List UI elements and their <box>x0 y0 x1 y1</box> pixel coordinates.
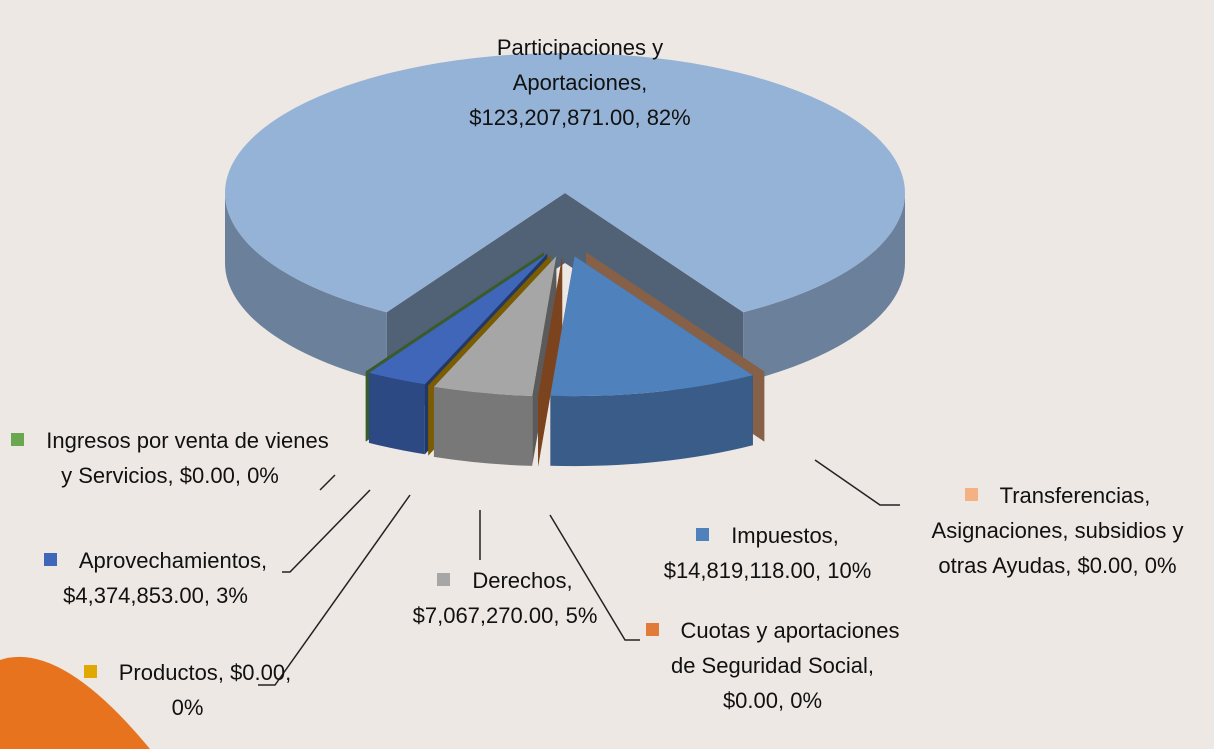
slice <box>550 256 753 397</box>
value-label: $0.00 <box>180 463 241 488</box>
legend-key <box>964 488 978 501</box>
value-label: $0.00 <box>1077 553 1138 578</box>
data-label: Aprovechamientos $4,374,853.00 3% <box>8 543 303 613</box>
value-label: $0.00 <box>230 660 291 685</box>
legend-key <box>696 528 710 541</box>
value-label: 82% <box>646 105 691 130</box>
pie <box>225 53 906 467</box>
value-label: $123,207,871.00 <box>469 105 640 130</box>
data-label: Cuotas y aportaciones de Seguridad Socia… <box>640 613 905 718</box>
value-label: 0% <box>171 695 204 720</box>
slice-wall <box>225 193 387 383</box>
data-label: Ingresos por venta de vienes y Servicios… <box>5 423 335 493</box>
value-label: $14,819,118.00 <box>664 558 821 583</box>
slice <box>368 253 548 385</box>
legend-key <box>645 623 659 636</box>
value-label: 10% <box>827 558 872 583</box>
legend-label: Aprovechamientos <box>79 548 267 573</box>
value-label: 0% <box>790 688 823 713</box>
slice-side <box>538 256 563 467</box>
value-label: 0% <box>247 463 279 488</box>
value-label: 5% <box>565 603 598 628</box>
slice <box>433 256 557 396</box>
value-label: $4,374,853.00 <box>63 583 210 608</box>
legend-key <box>43 553 57 566</box>
slice <box>585 252 765 372</box>
slice-wall <box>743 193 906 383</box>
legend-label: Derechos <box>472 568 572 593</box>
leader-lines <box>258 459 900 686</box>
legend-label: Cuotas y aportaciones de Seguridad Socia… <box>671 618 899 678</box>
legend-label: Productos <box>119 660 224 685</box>
legend-label: Impuestos <box>731 523 839 548</box>
decoration <box>0 656 150 749</box>
value-label: 0% <box>1144 553 1177 578</box>
legend-label: Participaciones y Aportaciones <box>497 35 663 95</box>
value-label: $7,067,270.00 <box>413 603 560 628</box>
slice-wall <box>433 386 533 466</box>
legend-key <box>437 573 451 586</box>
slice-wall <box>368 372 425 455</box>
data-label: Impuestos $14,819,118.00 10% <box>625 518 910 588</box>
data-label: Productos $0.00 0% <box>80 655 295 725</box>
data-label: Participaciones y Aportaciones $123,207,… <box>430 30 730 135</box>
slice-wall <box>550 375 753 467</box>
data-label: Derechos $7,067,270.00 5% <box>375 563 635 633</box>
slice <box>538 256 563 397</box>
slice <box>225 53 906 313</box>
slice <box>365 252 545 372</box>
value-label: $0.00 <box>723 688 784 713</box>
legend-key <box>11 433 25 446</box>
value-label: 3% <box>216 583 248 608</box>
data-label: Transferencias, Asignaciones, subsidios … <box>905 478 1210 583</box>
legend-key <box>83 665 97 678</box>
